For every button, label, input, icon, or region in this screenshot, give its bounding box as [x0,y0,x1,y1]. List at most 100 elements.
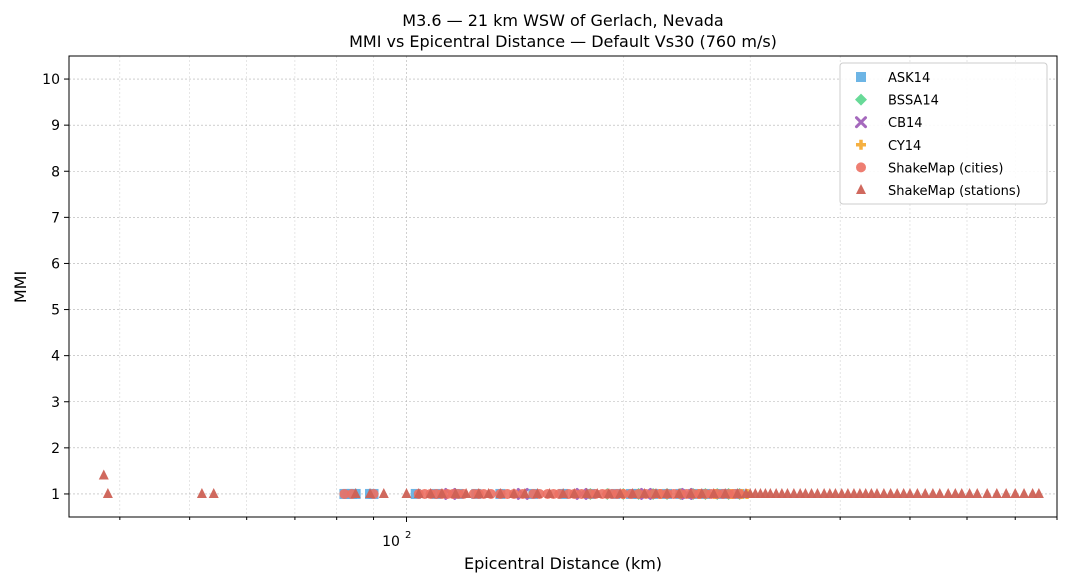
data-point [991,487,1002,498]
x-tick-label-100: 10 2 [382,530,411,550]
data-point [1010,487,1021,498]
y-tick-label: 4 [51,349,60,365]
legend-label: CY14 [888,139,921,154]
data-point [982,487,993,498]
data-point [1033,487,1044,498]
data-point [483,487,494,498]
y-tick-label: 8 [51,164,60,180]
legend-item: CB14 [855,116,923,131]
data-point [639,487,650,498]
data-point [413,487,424,498]
data-point [98,469,109,480]
data-point [339,488,350,499]
data-point [473,487,484,498]
legend-marker [855,116,867,129]
data-point [732,487,743,498]
data-point [662,487,673,498]
chart-title: M3.6 — 21 km WSW of Gerlach, Nevada [402,11,723,30]
y-axis-label: MMI [11,271,30,303]
legend-marker [856,72,866,82]
y-tick-label: 6 [51,256,60,272]
data-point [350,487,361,498]
data-point [964,487,975,498]
data-point [378,487,389,498]
x-axis-label: Epicentral Distance (km) [464,554,662,573]
x-tick-exponent: 2 [405,530,411,541]
legend-item: CY14 [856,139,921,154]
data-point [208,487,219,498]
series-shakemap-stations- [98,469,1044,498]
data-point [674,487,685,498]
data-point [102,487,113,498]
plot-frame [68,55,1058,518]
legend-marker [856,162,866,173]
data-point [1019,487,1030,498]
data-point [878,487,889,498]
data-point [425,487,436,498]
y-tick-label: 3 [51,395,60,411]
data-point [1001,487,1012,498]
legend-item: BSSA14 [855,93,939,109]
data-point [696,487,707,498]
legend-item: ShakeMap (stations) [856,184,1021,199]
plot-marks [98,469,1044,500]
legend-box [839,62,1048,205]
data-point [581,487,592,498]
axes-ticks: 1 2 3 4 5 6 7 8 9 10 [42,72,1058,522]
data-point [788,487,799,498]
legend-marker [856,139,866,150]
data-point [508,487,519,498]
data-point [943,487,954,498]
data-point [920,487,931,498]
data-point [532,487,543,498]
legend-label: ASK14 [888,71,930,86]
data-point [603,487,614,498]
data-point [898,487,909,498]
data-point [495,487,506,498]
data-point [708,487,719,498]
data-point [450,487,461,498]
chart-subtitle: MMI vs Epicentral Distance — Default Vs3… [349,32,777,51]
data-point [365,487,376,498]
data-point [519,487,530,498]
x-tick-base: 10 [382,534,400,550]
data-point [830,487,841,498]
y-tick-label: 10 [42,72,60,88]
data-point [544,487,555,498]
legend-label: ShakeMap (stations) [888,184,1021,199]
data-point [885,487,896,498]
data-point [972,487,983,498]
data-point [872,487,883,498]
data-point [436,487,447,498]
data-point [685,487,696,498]
data-point [956,487,967,498]
data-point [615,487,626,498]
y-tick-label: 2 [51,441,60,457]
data-point [650,487,661,498]
data-point [720,487,731,498]
y-tick-label: 5 [51,303,60,319]
data-point [196,487,207,498]
data-point [912,487,923,498]
data-point [950,487,961,498]
y-tick-label: 7 [51,210,60,226]
data-point [592,487,603,498]
legend: ASK14 BSSA14 CB14 CY14 ShakeMap (cities) Shak… [839,62,1048,205]
data-point [627,487,638,498]
data-point [558,487,569,498]
legend-label: BSSA14 [888,94,939,109]
legend-label: ShakeMap (cities) [888,161,1003,176]
data-point [401,487,412,498]
data-point [1027,487,1038,498]
y-tick-label: 9 [51,118,60,134]
data-point [892,487,903,498]
legend-item: ASK14 [856,71,930,86]
data-point [934,487,945,498]
y-tick-label: 1 [51,487,60,503]
data-point [904,487,915,498]
legend-label: CB14 [888,116,923,131]
data-point [812,487,823,498]
data-point [569,487,580,498]
data-point [461,487,472,498]
